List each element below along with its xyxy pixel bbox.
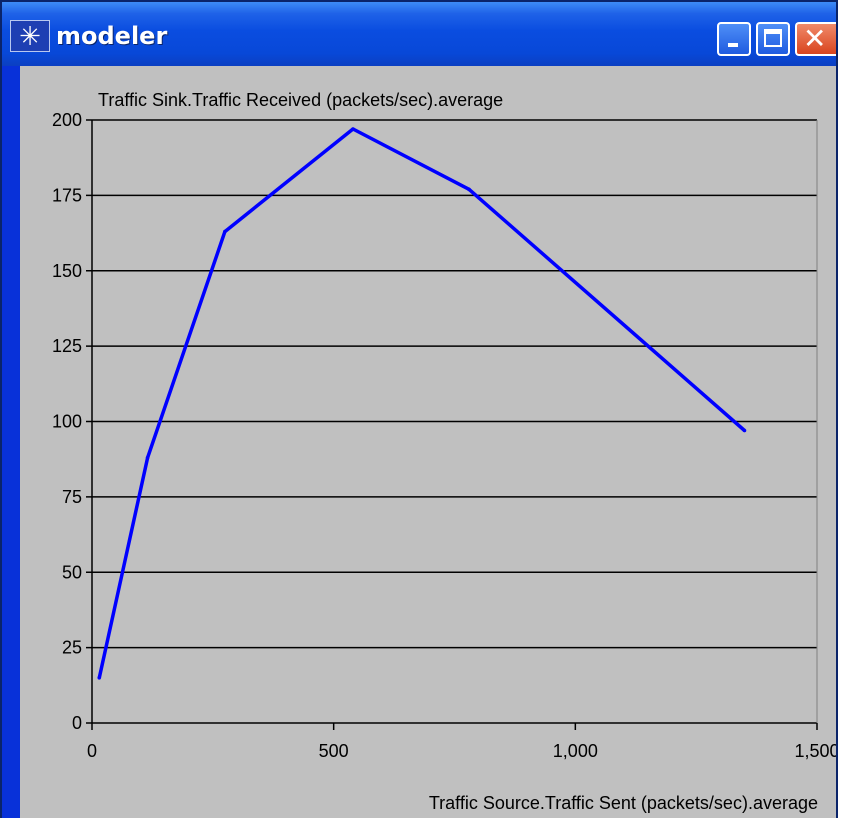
y-tick-label: 175	[52, 185, 82, 205]
maximize-icon	[764, 29, 782, 47]
asterisk-app-icon: ✳	[10, 20, 50, 52]
minimize-button[interactable]	[717, 22, 751, 56]
x-tick-label: 0	[87, 741, 97, 761]
data-point	[351, 127, 355, 131]
minimize-icon	[728, 43, 738, 47]
close-icon: ✕	[803, 22, 827, 55]
y-tick-label: 125	[52, 336, 82, 356]
series-line	[97, 127, 746, 679]
data-point	[223, 229, 227, 234]
y-tick-label: 200	[52, 110, 82, 130]
y-tick-label: 100	[52, 412, 82, 432]
y-tick-label: 75	[62, 487, 82, 507]
y-tick-label: 150	[52, 261, 82, 281]
graph-panel: Traffic Sink.Traffic Received (packets/s…	[20, 66, 838, 818]
maximize-button[interactable]	[756, 22, 790, 56]
y-tick-label: 50	[62, 562, 82, 582]
data-point	[467, 187, 471, 192]
chart-title: Traffic Sink.Traffic Received (packets/s…	[98, 90, 503, 110]
x-axis-label: Traffic Source.Traffic Sent (packets/sec…	[429, 793, 818, 813]
x-tick-label: 1,000	[553, 741, 598, 761]
window-title: modeler	[56, 22, 168, 50]
close-button[interactable]: ✕	[795, 22, 836, 56]
x-tick-label: 500	[319, 741, 349, 761]
title-bar[interactable]: ✳ modeler ✕	[2, 2, 836, 66]
y-tick-label: 25	[62, 638, 82, 658]
data-point	[97, 675, 102, 680]
x-tick-label: 1,500	[794, 741, 838, 761]
y-tick-label: 0	[72, 713, 82, 733]
line-chart: Traffic Sink.Traffic Received (packets/s…	[52, 90, 838, 813]
data-point	[145, 455, 150, 460]
data-point	[742, 428, 747, 433]
